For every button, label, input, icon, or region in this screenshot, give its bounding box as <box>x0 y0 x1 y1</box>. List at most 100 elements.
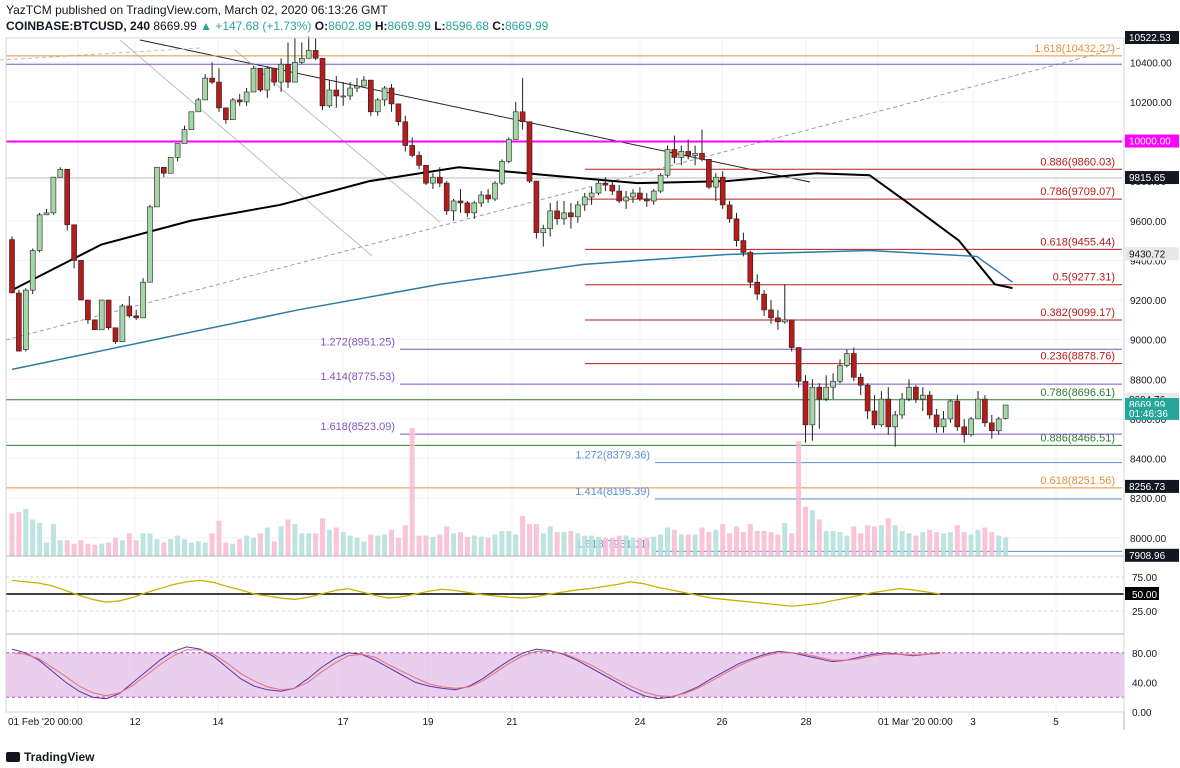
volume-bar <box>106 542 112 556</box>
y-tick-label: 10400.00 <box>1130 58 1172 69</box>
candle-body <box>754 281 761 295</box>
volume-bar <box>851 526 857 556</box>
x-tick-label: 17 <box>337 717 349 728</box>
volume-bar <box>168 539 174 556</box>
volume-bar <box>313 533 319 556</box>
candle-body <box>995 418 1002 432</box>
candle-body <box>699 153 705 160</box>
candle-body <box>643 198 650 202</box>
volume-bar <box>326 529 332 556</box>
candle-body <box>933 414 940 428</box>
volume-bar <box>271 541 277 556</box>
candle-body <box>464 202 471 214</box>
volume-bar <box>147 533 153 556</box>
volume-bar <box>216 520 222 556</box>
volume-bar <box>865 525 871 556</box>
volume-bar <box>23 509 29 556</box>
volume-bar <box>264 527 270 556</box>
candle-body <box>864 384 871 412</box>
volume-bar <box>941 533 946 556</box>
y-tick-label: 9600.00 <box>1130 217 1167 228</box>
level-label: 1.618(10432.27) <box>1034 43 1115 55</box>
candle-body <box>374 99 381 113</box>
volume-bar <box>182 539 187 556</box>
price-change: ▲ +147.68 (+1.73%) <box>200 19 312 33</box>
candle-body <box>298 58 305 63</box>
candle-body <box>147 206 153 283</box>
axis-badge-label: 8669.99 <box>1129 400 1166 411</box>
candle-body <box>105 299 112 329</box>
candle-body <box>768 309 774 319</box>
candle-body <box>223 107 229 121</box>
candle-body <box>250 67 257 93</box>
candle-body <box>802 380 809 426</box>
candle-body <box>57 168 64 178</box>
volume-bar <box>685 534 691 556</box>
volume-bars <box>9 428 1009 556</box>
candle-body <box>616 190 623 202</box>
volume-bar <box>809 510 815 556</box>
volume-bar <box>202 542 208 556</box>
volume-bar <box>333 527 339 556</box>
candle-body <box>954 400 961 428</box>
candle-body <box>133 315 139 319</box>
candle-body <box>16 292 22 352</box>
candle-body <box>878 398 885 426</box>
candle-body <box>519 111 526 123</box>
volume-bar <box>458 532 463 556</box>
volume-bar <box>630 537 636 556</box>
volume-bar <box>616 535 622 556</box>
volume-bar <box>382 534 388 556</box>
last-price: 8669.99 <box>153 19 197 33</box>
volume-bar <box>803 506 808 556</box>
trendline-dashed <box>5 47 1121 341</box>
volume-bar <box>540 533 546 556</box>
candle-body <box>416 155 422 166</box>
volume-bar <box>899 531 905 556</box>
volume-bar <box>934 532 940 556</box>
volume-bar <box>775 534 781 556</box>
volume-bar <box>361 541 367 556</box>
volume-bar <box>789 533 795 556</box>
volume-bar <box>644 537 650 556</box>
symbol-label: COINBASE:BTCUSD, 240 <box>6 19 151 33</box>
candle-body <box>885 398 892 428</box>
volume-bar <box>713 529 719 556</box>
volume-bar <box>306 533 312 556</box>
x-tick-label: 14 <box>212 717 224 728</box>
volume-bar <box>961 532 967 556</box>
candles <box>9 36 1009 447</box>
candle-body <box>285 63 291 83</box>
volume-bar <box>996 535 1002 556</box>
volume-bar <box>727 533 733 556</box>
volume-bar <box>844 535 850 556</box>
rsi-badge <box>1125 587 1159 600</box>
volume-bar <box>402 525 408 556</box>
x-tick-label: 19 <box>422 717 434 728</box>
y-tick-label: 8800.00 <box>1130 375 1167 386</box>
candle-body <box>395 103 402 123</box>
x-tick-label: 26 <box>716 717 728 728</box>
level-label: 1.414(8195.39) <box>575 486 650 498</box>
volume-bar <box>44 542 49 556</box>
open-label: O: <box>314 19 329 33</box>
stoch-tick: 40.00 <box>1132 678 1157 689</box>
candle-body <box>664 149 671 176</box>
volume-bar <box>637 537 643 556</box>
level-label: 0.5(9277.31) <box>1053 272 1115 284</box>
volume-bar <box>858 533 864 556</box>
y-tick-label: 8200.00 <box>1130 494 1167 505</box>
volume-bar <box>872 526 877 556</box>
volume-bar <box>968 534 974 556</box>
candle-body <box>478 194 485 204</box>
tradingview-icon <box>6 752 20 762</box>
candle-body <box>22 289 29 350</box>
candle-body <box>50 176 57 214</box>
candle-body <box>9 239 15 294</box>
candle-body <box>319 58 326 107</box>
level-label: 0.886(9860.03) <box>1040 156 1115 168</box>
axis-badge-label: 9430.72 <box>1129 249 1166 260</box>
candle-body <box>174 143 181 158</box>
x-tick-label: 12 <box>129 717 141 728</box>
